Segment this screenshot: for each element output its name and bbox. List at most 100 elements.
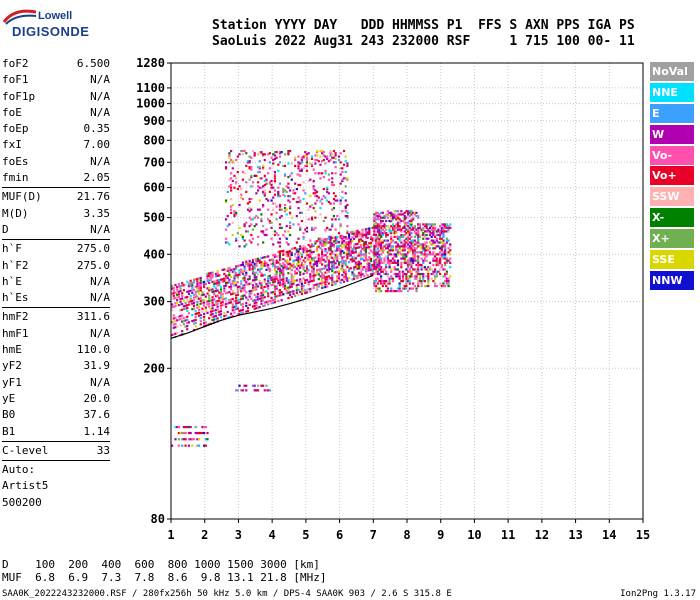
- echo-point: [321, 272, 324, 275]
- echo-point: [275, 211, 278, 214]
- echo-point: [329, 237, 332, 240]
- echo-point: [267, 277, 270, 280]
- echo-point: [289, 226, 292, 229]
- echo-point: [349, 246, 352, 249]
- echo-point: [176, 301, 179, 304]
- echo-point: [260, 256, 263, 260]
- echo-point: [374, 287, 378, 290]
- echo-points: [171, 149, 452, 447]
- echo-point: [361, 239, 364, 242]
- echo-point: [420, 230, 423, 233]
- echo-point: [214, 303, 218, 306]
- echo-point: [386, 213, 389, 216]
- echo-point: [278, 152, 282, 155]
- echo-point: [390, 232, 393, 235]
- echo-point: [297, 264, 300, 268]
- echo-point: [417, 263, 420, 267]
- echo-point: [297, 262, 300, 265]
- echo-point: [262, 384, 265, 387]
- echo-point: [317, 273, 320, 276]
- echo-point: [240, 196, 243, 199]
- echo-point: [216, 272, 219, 275]
- echo-point: [319, 270, 322, 273]
- echo-point: [326, 199, 329, 202]
- echo-point: [273, 170, 277, 174]
- echo-point: [277, 195, 280, 198]
- echo-point: [231, 282, 234, 285]
- echo-point: [413, 249, 416, 252]
- echo-point: [203, 304, 206, 307]
- echo-point: [233, 308, 236, 311]
- echo-point: [270, 186, 273, 189]
- echo-point: [287, 296, 290, 300]
- muf-label: MUF: [2, 571, 22, 584]
- echo-point: [380, 226, 383, 229]
- echo-point: [191, 281, 194, 284]
- echo-point: [447, 225, 450, 228]
- echo-point: [184, 319, 187, 322]
- echo-point: [240, 287, 243, 290]
- echo-point: [250, 263, 253, 266]
- echo-point: [258, 208, 261, 211]
- echo-point: [184, 425, 187, 429]
- echo-point: [243, 276, 246, 280]
- echo-point: [353, 257, 356, 260]
- echo-point: [339, 225, 342, 228]
- echo-point: [246, 160, 250, 163]
- echo-point: [236, 299, 239, 302]
- echo-point: [310, 164, 314, 168]
- echo-point: [353, 237, 356, 241]
- echo-point: [331, 269, 334, 272]
- echo-point: [216, 305, 219, 308]
- echo-point: [364, 256, 368, 260]
- param-row: B1 1.14: [2, 424, 110, 440]
- echo-point: [289, 207, 292, 210]
- echo-point: [181, 444, 184, 447]
- echo-point: [255, 258, 258, 261]
- param-name: fmin: [2, 171, 29, 185]
- echo-point: [440, 241, 443, 244]
- param-value: N/A: [90, 89, 110, 103]
- echo-point: [413, 225, 416, 228]
- echo-point: [422, 228, 425, 231]
- echo-point: [373, 284, 376, 288]
- echo-point: [272, 283, 275, 286]
- echo-point: [361, 236, 364, 239]
- echo-point: [359, 271, 362, 274]
- echo-point: [315, 249, 319, 253]
- echo-point: [258, 297, 261, 300]
- echo-point: [378, 214, 381, 218]
- echo-point: [432, 233, 435, 237]
- echo-point: [326, 268, 329, 271]
- echo-point: [403, 243, 406, 246]
- echo-point: [408, 232, 411, 235]
- echo-point: [346, 230, 349, 233]
- echo-point: [204, 444, 207, 447]
- muf-row: MUF 6.8 6.9 7.3 7.8 8.6 9.8 13.1 21.8 [M…: [2, 571, 327, 584]
- echo-point: [294, 270, 297, 273]
- echo-point: [413, 211, 416, 214]
- echo-point: [283, 195, 287, 198]
- echo-point: [256, 208, 260, 211]
- echo-point: [228, 269, 231, 272]
- echo-point: [270, 226, 273, 229]
- echo-point: [236, 155, 239, 158]
- echo-point: [390, 275, 393, 278]
- echo-point: [248, 277, 251, 281]
- echo-point: [197, 289, 201, 292]
- echo-point: [400, 257, 403, 260]
- x-tick-label: 8: [403, 528, 410, 542]
- echo-point: [432, 280, 435, 283]
- echo-point: [270, 258, 273, 261]
- echo-point: [386, 257, 389, 260]
- echo-point: [341, 240, 344, 243]
- echo-point: [364, 240, 368, 244]
- echo-point: [267, 263, 270, 267]
- echo-point: [263, 260, 266, 263]
- echo-point: [305, 254, 309, 257]
- echo-point: [435, 272, 438, 276]
- echo-point: [302, 247, 305, 250]
- echo-point: [295, 250, 298, 253]
- echo-point: [342, 268, 346, 272]
- echo-point: [304, 261, 307, 264]
